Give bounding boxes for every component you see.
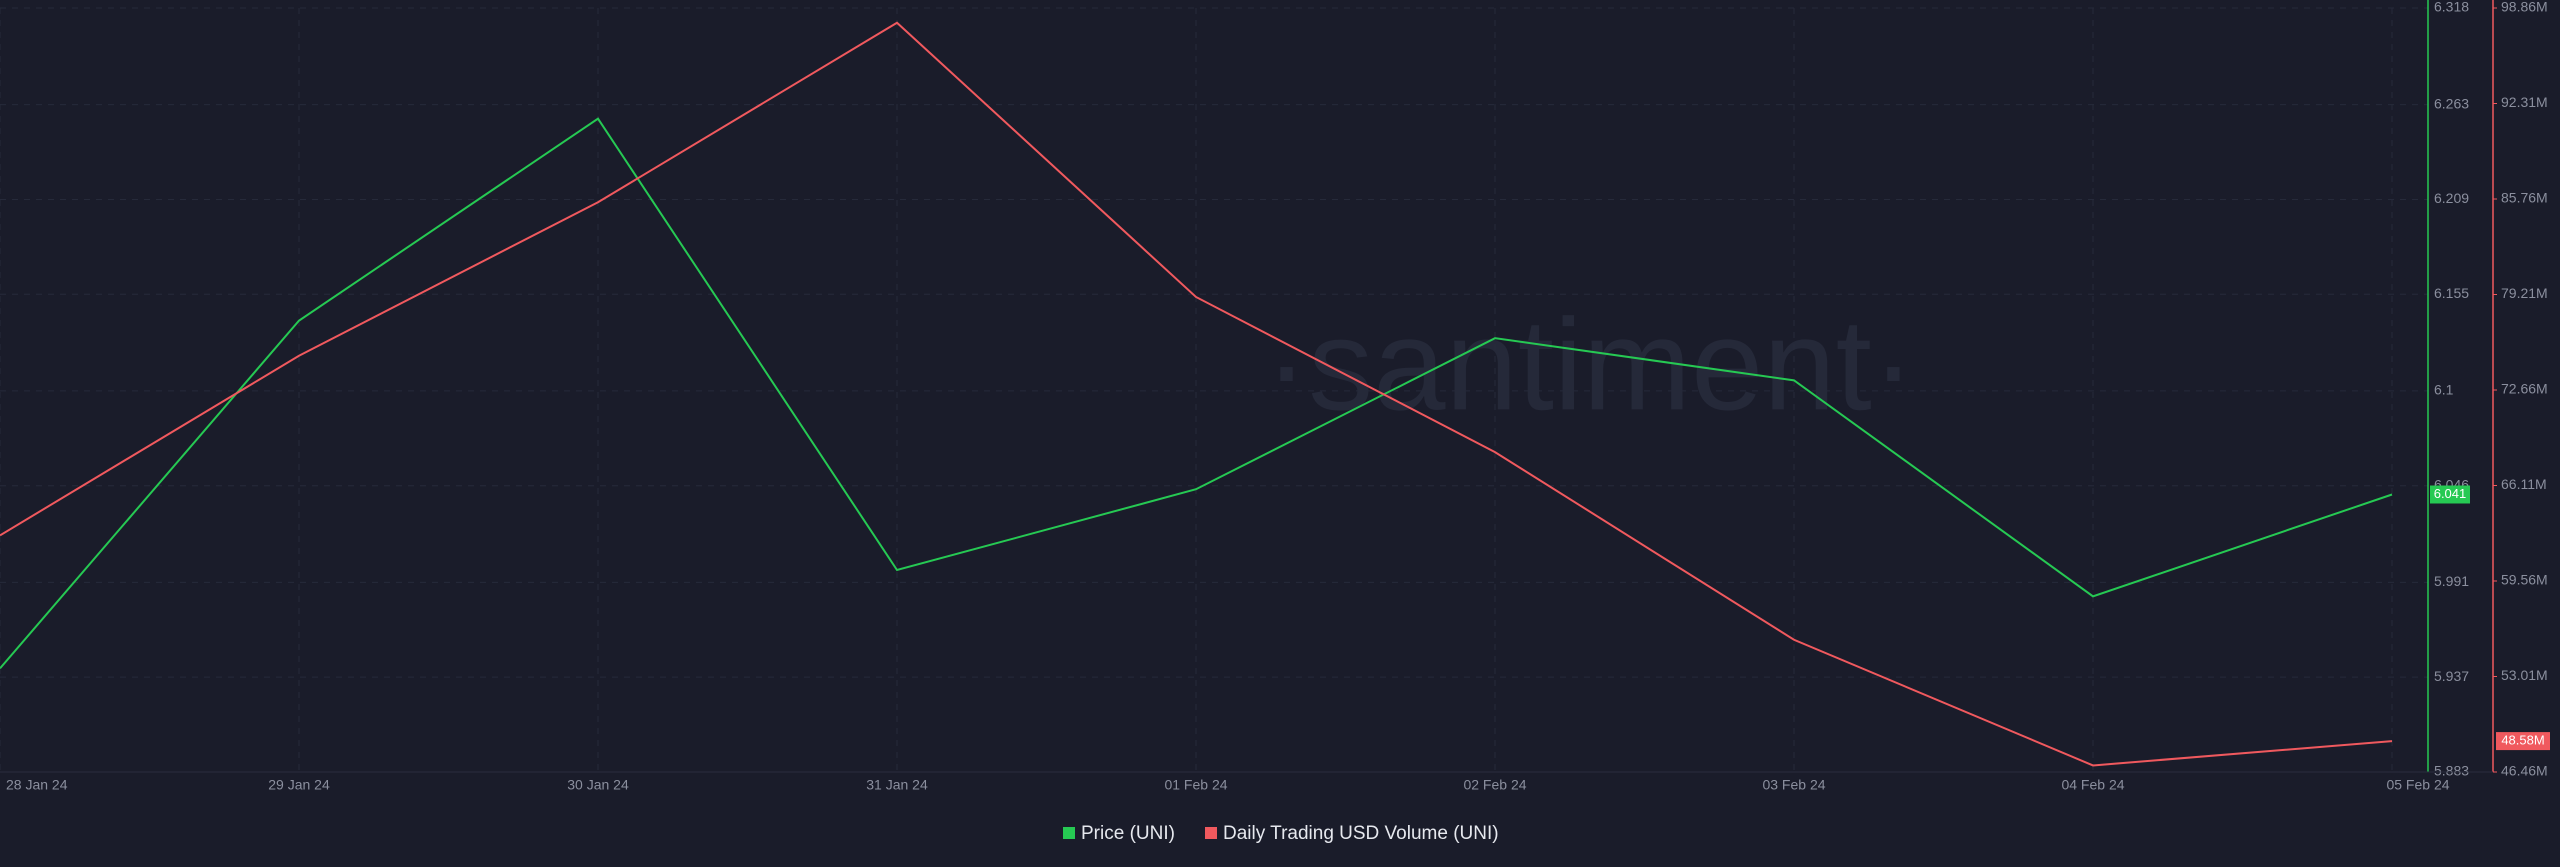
legend-swatch <box>1063 827 1075 839</box>
x-tick-label: 28 Jan 24 <box>6 777 68 793</box>
y2-tick-label: 79.21M <box>2501 285 2548 301</box>
y-tick-label: 6.318 <box>2434 0 2469 15</box>
x-tick-label: 02 Feb 24 <box>1463 777 1526 793</box>
line-series <box>0 21 2393 767</box>
last-value-label: 6.041 <box>2434 486 2467 501</box>
x-tick-label: 01 Feb 24 <box>1164 777 1227 793</box>
y2-tick-label: 66.11M <box>2501 476 2547 492</box>
watermark: ·santiment· <box>1265 291 1915 437</box>
y-tick-label: 6.263 <box>2434 95 2469 111</box>
line-series <box>0 117 2393 670</box>
x-tick-label: 31 Jan 24 <box>866 777 928 793</box>
y2-tick-label: 92.31M <box>2501 94 2548 110</box>
y2-tick-label: 53.01M <box>2501 667 2548 683</box>
legend-swatch <box>1205 827 1217 839</box>
y2-tick-label: 46.46M <box>2501 763 2548 779</box>
y-tick-label: 5.937 <box>2434 668 2469 684</box>
legend-label: Daily Trading USD Volume (UNI) <box>1223 823 1499 844</box>
y-tick-label: 5.883 <box>2434 763 2469 779</box>
last-value-label: 48.58M <box>2501 733 2544 748</box>
y-tick-label: 6.155 <box>2434 285 2469 301</box>
legend-label: Price (UNI) <box>1081 823 1175 844</box>
x-tick-label: 29 Jan 24 <box>268 777 330 793</box>
y2-tick-label: 72.66M <box>2501 381 2548 397</box>
x-tick-label: 30 Jan 24 <box>567 777 629 793</box>
x-tick-label: 03 Feb 24 <box>1762 777 1825 793</box>
x-tick-label: 04 Feb 24 <box>2061 777 2124 793</box>
y2-tick-label: 85.76M <box>2501 190 2548 206</box>
y2-tick-label: 59.56M <box>2501 572 2548 588</box>
last-value-tag <box>2430 485 2470 504</box>
y-tick-label: 6.209 <box>2434 190 2469 206</box>
y-tick-label: 5.991 <box>2434 573 2469 589</box>
x-tick-label: 05 Feb 24 <box>2386 777 2449 793</box>
last-value-tag <box>2496 732 2550 751</box>
y-tick-label: 6.1 <box>2434 382 2454 398</box>
y2-tick-label: 98.86M <box>2501 0 2548 15</box>
